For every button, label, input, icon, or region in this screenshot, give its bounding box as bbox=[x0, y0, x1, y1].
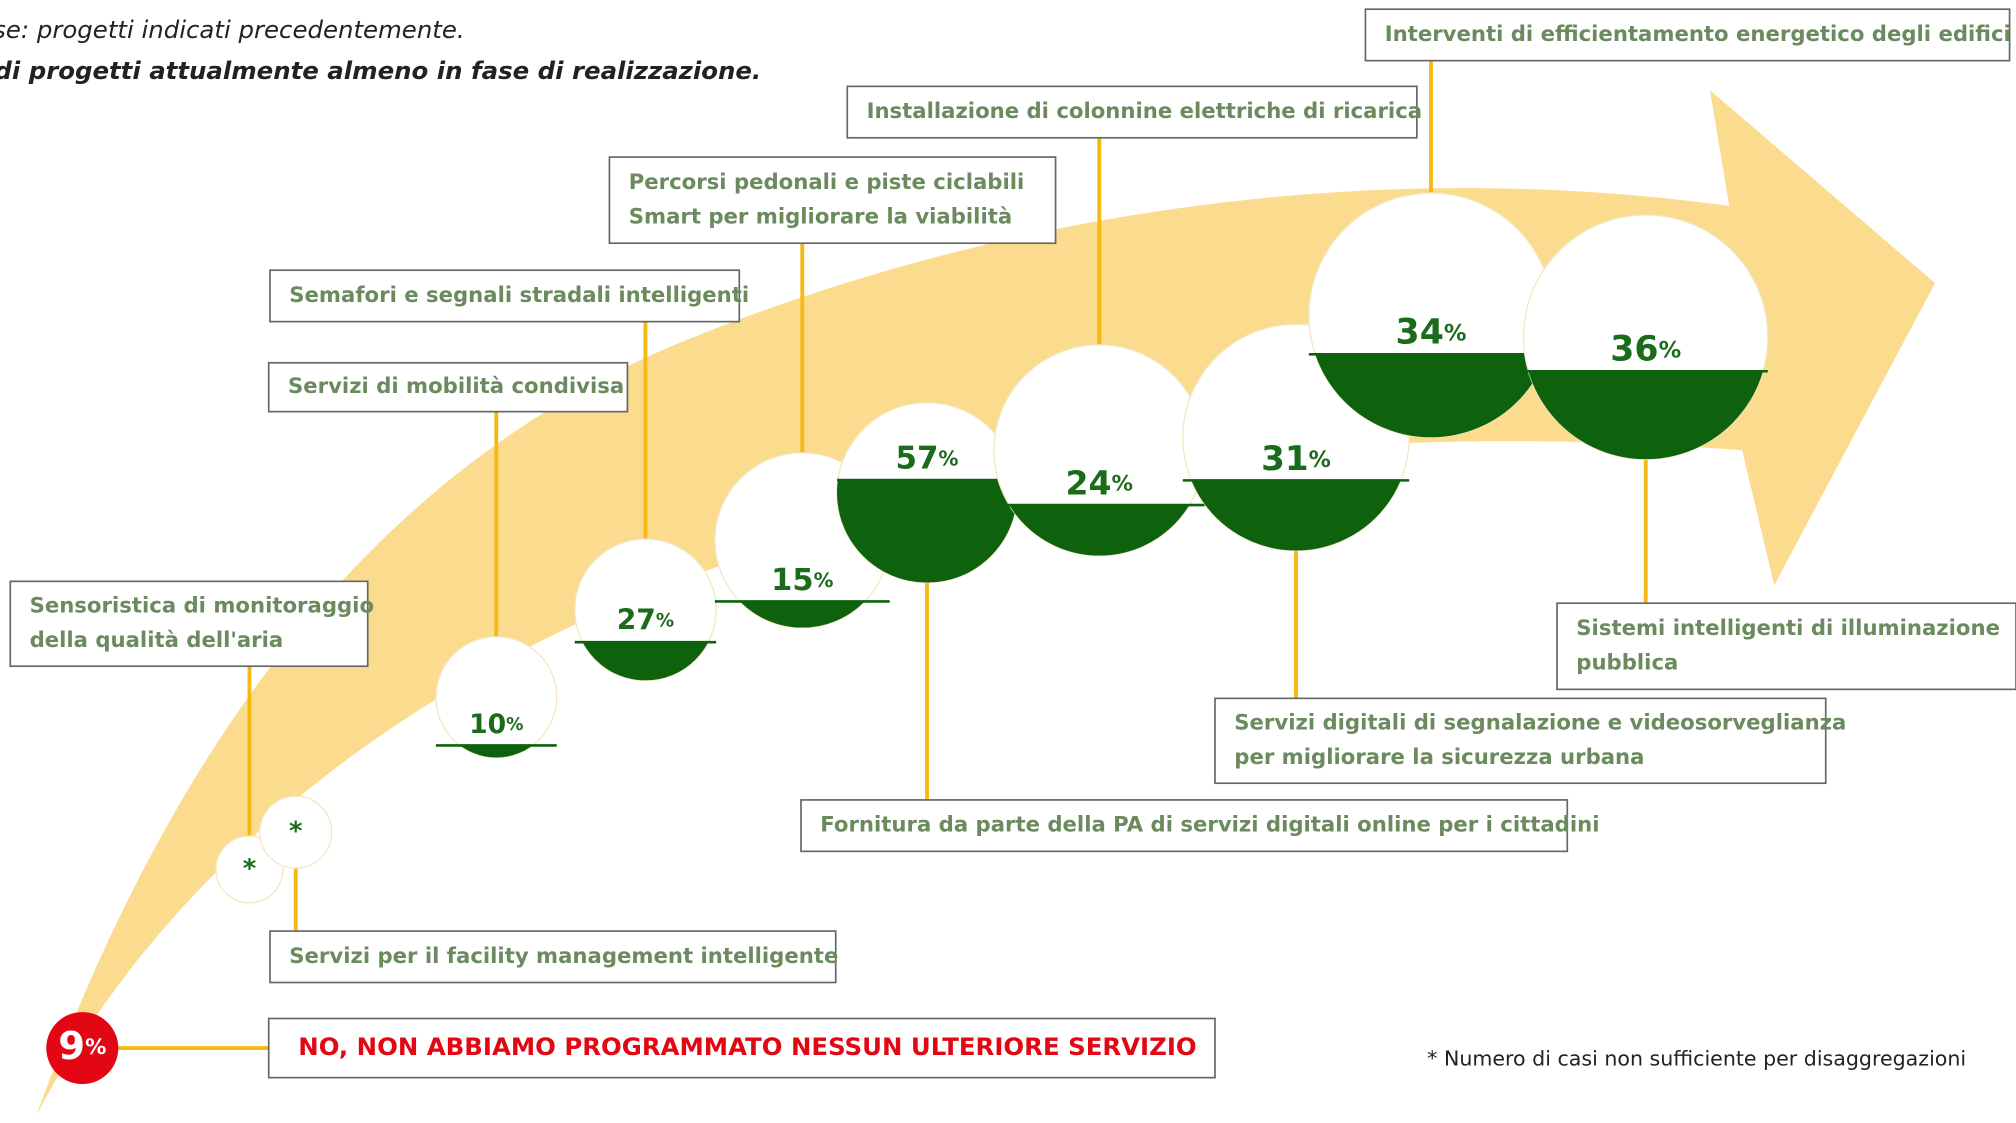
item-label: Semafori e segnali stradali intelligenti bbox=[289, 283, 749, 308]
label-box bbox=[800, 799, 1569, 853]
value-fill bbox=[1191, 480, 1401, 551]
label-box bbox=[267, 1017, 1216, 1079]
label-box bbox=[269, 269, 741, 323]
value-fill bbox=[837, 480, 1017, 583]
unit: % bbox=[506, 715, 523, 735]
value-fill bbox=[739, 601, 865, 628]
value: 15 bbox=[771, 562, 813, 597]
unit: % bbox=[1309, 446, 1331, 472]
label-box bbox=[1214, 697, 1827, 785]
item-label: Servizi di mobilità condivisa bbox=[288, 374, 624, 399]
value-label: 15% bbox=[771, 562, 833, 597]
item-label: Interventi di efficientamento energetico… bbox=[1385, 22, 2011, 47]
value-label: * bbox=[243, 854, 256, 884]
unit: % bbox=[814, 568, 834, 591]
circle bbox=[259, 795, 333, 869]
label-box bbox=[608, 156, 1057, 245]
item-label: Percorsi pedonali e piste ciclabili bbox=[629, 170, 1025, 195]
no-plan-value: 9% bbox=[58, 1024, 106, 1069]
label-box bbox=[846, 85, 1418, 139]
value: 57 bbox=[895, 440, 938, 476]
value-label: 24% bbox=[1066, 463, 1134, 502]
value-fill bbox=[582, 642, 709, 681]
circle bbox=[435, 636, 558, 759]
item-label: Servizi per il facility management intel… bbox=[289, 944, 838, 969]
item-label: Sistemi intelligenti di illuminazione bbox=[1576, 616, 2000, 641]
unit: % bbox=[1444, 320, 1467, 346]
value-label: 36% bbox=[1610, 330, 1681, 370]
label-box bbox=[1556, 602, 2016, 691]
label-box bbox=[9, 580, 369, 668]
value: 31 bbox=[1261, 438, 1309, 478]
value: 10 bbox=[469, 708, 506, 739]
header-line2: % di progetti attualmente almeno in fase… bbox=[0, 56, 761, 85]
value-fill bbox=[460, 745, 533, 758]
value-label: * bbox=[289, 817, 302, 847]
value: 34 bbox=[1396, 313, 1444, 353]
item-label: Smart per migliorare la viabilità bbox=[629, 205, 1012, 230]
no-plan-label: NO, NON ABBIAMO PROGRAMMATO NESSUN ULTER… bbox=[298, 1032, 1196, 1061]
value-fill bbox=[1009, 505, 1190, 556]
unit: % bbox=[1112, 471, 1134, 496]
item-label: Installazione di colonnine elettriche di… bbox=[867, 99, 1423, 124]
unit: % bbox=[656, 611, 674, 632]
value-fill bbox=[1315, 354, 1547, 438]
value-label: 31% bbox=[1261, 438, 1331, 478]
note: * Numero di casi non sufficiente per dis… bbox=[1427, 1047, 1966, 1071]
unit: % bbox=[1659, 337, 1682, 363]
item-label: della qualità dell'aria bbox=[30, 628, 284, 653]
value-label: 27% bbox=[617, 604, 674, 637]
item-label: Servizi digitali di segnalazione e video… bbox=[1234, 710, 1846, 735]
value-fill bbox=[1528, 371, 1763, 460]
label-box bbox=[1364, 8, 2011, 62]
value-label: 57% bbox=[895, 440, 958, 476]
item-label: Fornitura da parte della PA di servizi d… bbox=[820, 813, 1599, 838]
unit: % bbox=[938, 446, 958, 470]
value: 24 bbox=[1066, 463, 1112, 502]
header-line1: Base: progetti indicati precedentemente. bbox=[0, 15, 465, 44]
value-label: 10% bbox=[469, 708, 523, 739]
item-label: Sensoristica di monitoraggio bbox=[30, 593, 374, 618]
value: 9 bbox=[58, 1024, 85, 1069]
item-label: per migliorare la sicurezza urbana bbox=[1234, 745, 1644, 770]
label-box bbox=[267, 361, 629, 413]
item-label: pubblica bbox=[1576, 651, 1678, 676]
value-label: 34% bbox=[1396, 313, 1467, 353]
no-plan-circle bbox=[46, 1012, 119, 1085]
unit: % bbox=[85, 1035, 106, 1060]
value: 27 bbox=[617, 604, 656, 637]
label-box bbox=[269, 930, 837, 984]
value: 36 bbox=[1610, 330, 1658, 370]
